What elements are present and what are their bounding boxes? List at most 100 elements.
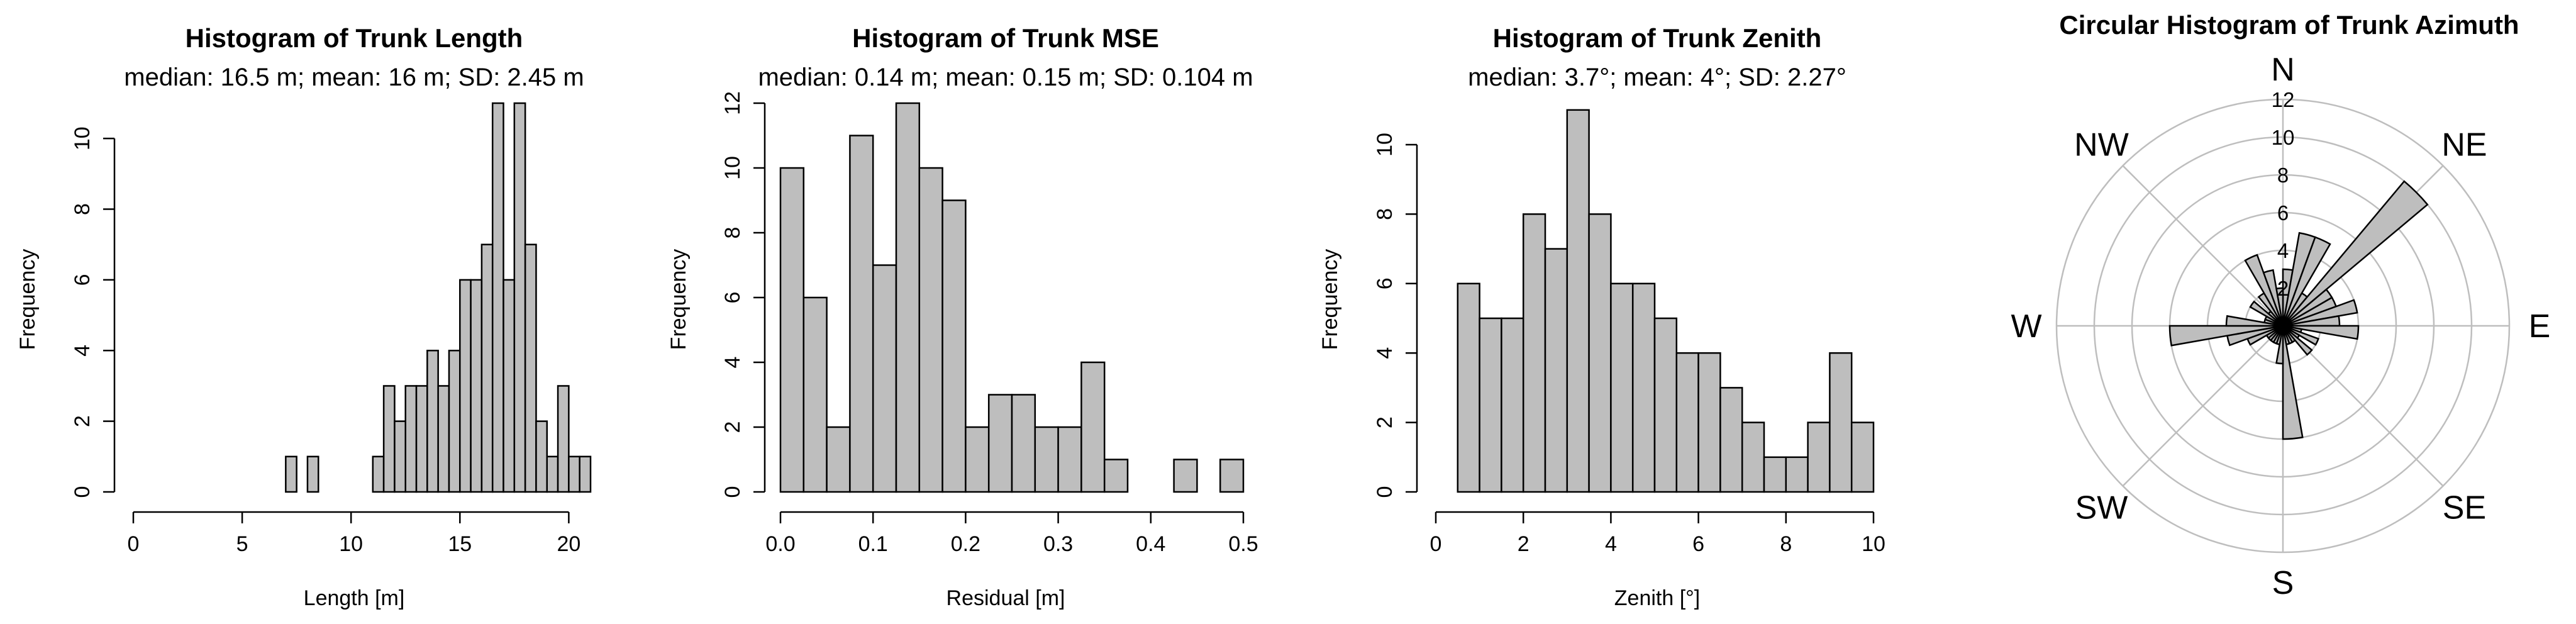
histogram-bar — [535, 420, 548, 493]
y-tick-label: 0 — [70, 486, 94, 498]
zenith-axes: 0 2 4 6 8 10 0 2 4 6 8 10 — [1373, 133, 1885, 556]
histogram-bar — [1103, 459, 1129, 493]
mse-histogram-panel: Histogram of Trunk MSE median: 0.14 m; m… — [667, 23, 1258, 610]
histogram-bar — [426, 350, 439, 493]
zenith-y-axis-label: Frequency — [1318, 249, 1342, 350]
mse-bars — [779, 102, 1245, 493]
histogram-bar — [1544, 248, 1568, 493]
histogram-bar — [1080, 361, 1106, 493]
azimuth-sector-bar — [2168, 325, 2284, 347]
x-tick-label: 5 — [236, 532, 248, 556]
histogram-bar — [480, 243, 494, 493]
histogram-bar — [579, 455, 592, 493]
histogram-bar — [502, 279, 516, 493]
y-tick-label: 10 — [1373, 133, 1397, 157]
zenith-histogram-panel: Histogram of Trunk Zenith median: 3.7°; … — [1318, 23, 1885, 610]
histogram-bar — [372, 455, 385, 493]
y-tick-label: 0 — [721, 486, 745, 498]
histogram-bar — [437, 385, 450, 493]
histogram-bar — [1173, 459, 1198, 493]
histogram-bar — [1501, 317, 1524, 493]
compass-label-nw: NW — [2074, 127, 2129, 164]
x-tick-label: 0.4 — [1136, 532, 1165, 556]
azimuth-sector-bar — [2262, 269, 2284, 326]
histogram-bar — [826, 426, 851, 493]
x-tick-label: 10 — [339, 532, 363, 556]
x-tick-label: 0.5 — [1228, 532, 1258, 556]
histogram-bar — [1675, 352, 1699, 493]
compass-label-s: S — [2272, 565, 2294, 601]
histogram-bar — [1057, 426, 1082, 493]
histogram-bar — [491, 102, 504, 493]
y-tick-label: 2 — [721, 421, 745, 433]
histogram-bar — [987, 394, 1013, 493]
compass-label-e: E — [2529, 308, 2551, 345]
histogram-bar — [802, 296, 828, 493]
histogram-bar — [1457, 282, 1480, 493]
polar-spoke — [2122, 165, 2284, 326]
zenith-bars — [1457, 109, 1875, 493]
length-histogram-panel: Histogram of Trunk Length median: 16.5 m… — [16, 23, 592, 610]
y-tick-label: 4 — [70, 345, 94, 357]
y-tick-label: 10 — [70, 126, 94, 150]
histogram-bar — [404, 385, 418, 493]
histogram-bar — [941, 199, 967, 493]
y-tick-label: 0 — [1373, 486, 1397, 498]
x-tick-label: 0 — [1430, 532, 1442, 556]
length-title: Histogram of Trunk Length — [186, 23, 523, 53]
histogram-bar — [524, 243, 537, 493]
y-tick-label: 4 — [721, 357, 745, 369]
length-bars — [285, 102, 592, 493]
radial-tick-label: 12 — [2272, 88, 2295, 111]
histogram-bar — [1763, 456, 1787, 493]
length-x-axis-label: Length [m] — [304, 586, 405, 610]
y-tick-label: 2 — [1373, 416, 1397, 428]
zenith-x-axis-label: Zenith [°] — [1614, 586, 1700, 610]
mse-y-axis-label: Frequency — [667, 249, 691, 350]
histogram-bar — [1741, 421, 1765, 493]
histogram-bar — [1219, 459, 1245, 493]
zenith-subtitle: median: 3.7°; mean: 4°; SD: 2.27° — [1468, 64, 1846, 91]
x-tick-label: 20 — [557, 532, 580, 556]
x-tick-label: 6 — [1692, 532, 1704, 556]
azimuth-title: Circular Histogram of Trunk Azimuth — [2059, 10, 2519, 40]
compass-label-sw: SW — [2075, 489, 2128, 526]
histogram-bar — [1719, 387, 1743, 493]
radial-tick-label: 4 — [2277, 239, 2289, 262]
x-tick-label: 2 — [1518, 532, 1530, 556]
zenith-title: Histogram of Trunk Zenith — [1493, 23, 1822, 53]
azimuth-labels: N NE E SE S SW W NW 2 4 6 8 10 12 — [2011, 52, 2550, 601]
histogram-bar — [849, 135, 874, 493]
histogram-bar — [557, 385, 570, 493]
x-tick-label: 0.0 — [765, 532, 795, 556]
histogram-bar — [965, 426, 990, 493]
histogram-bar — [285, 455, 297, 493]
length-axes: 0 5 10 15 20 0 2 4 6 8 10 — [70, 126, 580, 556]
compass-label-ne: NE — [2441, 127, 2487, 164]
radial-tick-label: 2 — [2277, 277, 2289, 300]
histogram-bar — [306, 455, 319, 493]
mse-title: Histogram of Trunk MSE — [852, 23, 1159, 53]
histogram-bar — [1785, 456, 1809, 493]
azimuth-sector-bar — [2282, 236, 2331, 326]
x-tick-label: 0.2 — [951, 532, 980, 556]
azimuth-sector-bar — [2282, 299, 2358, 327]
y-tick-label: 2 — [70, 415, 94, 427]
histogram-bar — [382, 385, 396, 493]
compass-label-se: SE — [2443, 489, 2486, 526]
y-tick-label: 10 — [721, 156, 745, 180]
y-tick-label: 6 — [70, 274, 94, 286]
histogram-bar — [1588, 213, 1612, 493]
histogram-bar — [1610, 282, 1634, 493]
y-tick-label: 4 — [1373, 347, 1397, 359]
length-subtitle: median: 16.5 m; mean: 16 m; SD: 2.45 m — [124, 64, 584, 91]
histogram-bar — [459, 279, 472, 493]
azimuth-polar-panel: Circular Histogram of Trunk Azimuth N NE E… — [2011, 10, 2550, 601]
histogram-bar — [1829, 352, 1853, 493]
azimuth-sector-bar — [2282, 325, 2313, 356]
x-tick-label: 15 — [448, 532, 472, 556]
y-tick-label: 6 — [1373, 277, 1397, 289]
histogram-bar — [470, 279, 483, 493]
radial-tick-label: 8 — [2277, 164, 2289, 187]
